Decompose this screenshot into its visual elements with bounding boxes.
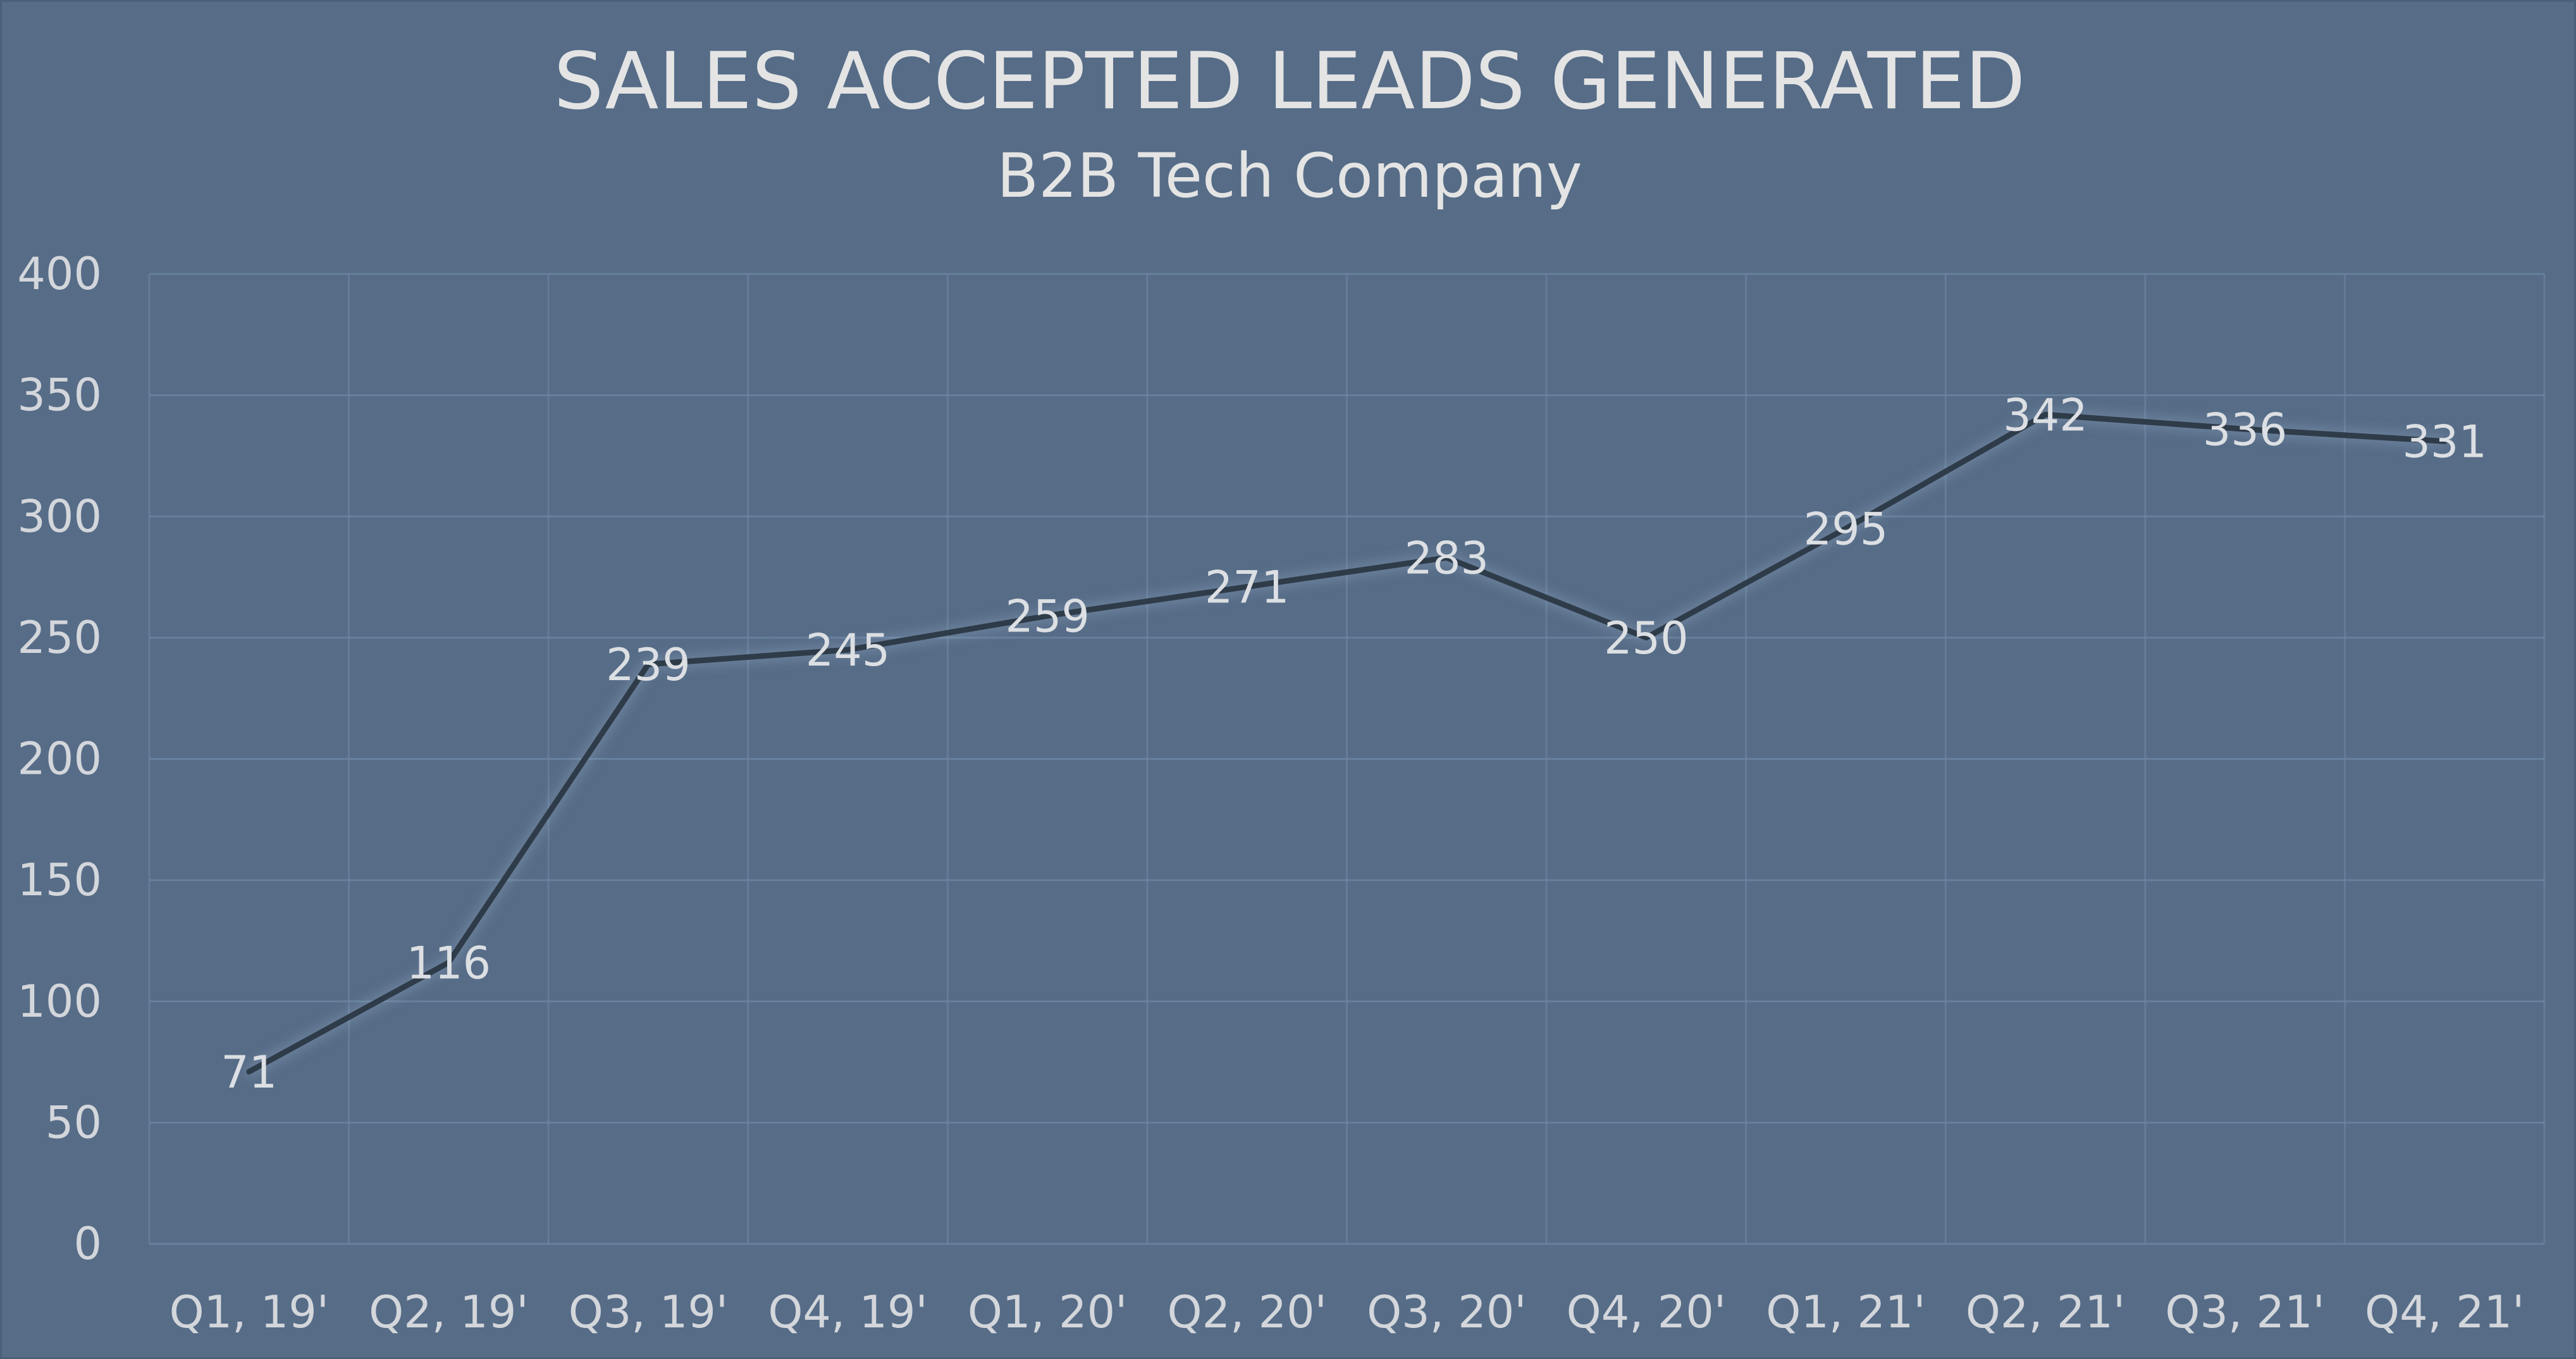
x-axis-tick-labels: Q1, 19' Q2, 19' Q3, 19' Q4, 19' Q1, 20' Q2, 2… [169,1286,2525,1338]
x-tick-label: Q1, 20' [968,1286,1127,1338]
chart-subtitle: B2B Tech Company [997,140,1582,211]
x-tick-label: Q1, 19' [169,1286,329,1338]
data-label: 250 [1604,612,1689,664]
data-label: 283 [1404,532,1489,584]
gridlines [148,273,2546,1245]
data-label: 245 [806,624,891,676]
y-axis-tick-labels: 0 50 100 150 200 250 300 350 400 [17,248,102,1270]
y-tick-label: 100 [17,976,102,1027]
x-tick-label: Q1, 21' [1766,1286,1925,1338]
y-tick-label: 250 [17,612,102,664]
x-tick-label: Q3, 20' [1367,1286,1526,1338]
x-tick-label: Q4, 19' [768,1286,927,1338]
data-labels: 71 116 239 245 259 271 283 250 295 342 336 331 [221,389,2487,1098]
y-tick-label: 150 [17,854,102,906]
x-tick-label: Q3, 19' [569,1286,728,1338]
data-label: 342 [2003,389,2088,441]
data-label: 331 [2402,416,2487,468]
x-tick-label: Q4, 21' [2365,1286,2524,1338]
y-tick-label: 350 [17,369,102,421]
data-label: 271 [1205,561,1290,613]
y-tick-label: 300 [17,490,102,542]
data-label: 295 [1804,503,1889,555]
x-tick-label: Q3, 21' [2165,1286,2324,1338]
y-tick-label: 200 [17,733,102,785]
x-tick-label: Q2, 20' [1167,1286,1326,1338]
data-label: 259 [1005,590,1090,642]
y-tick-label: 400 [17,248,102,300]
data-label: 71 [221,1046,277,1098]
y-tick-label: 50 [46,1096,102,1148]
data-label: 336 [2203,404,2288,456]
series-line-layer [246,411,2448,1075]
series-line [246,411,2448,1075]
chart-title: SALES ACCEPTED LEADS GENERATED [554,36,2026,127]
x-tick-label: Q2, 19' [369,1286,528,1338]
data-label: 116 [407,937,491,989]
data-label: 239 [606,639,691,691]
x-tick-label: Q4, 20' [1567,1286,1726,1338]
x-tick-label: Q2, 21' [1966,1286,2125,1338]
y-tick-label: 0 [73,1218,102,1270]
